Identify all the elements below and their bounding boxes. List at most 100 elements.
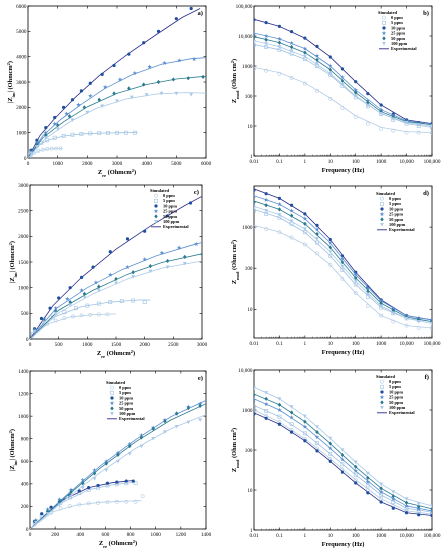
data-point (117, 77, 123, 82)
series-0-ppm (28, 146, 63, 158)
data-point (96, 500, 100, 505)
legend-entry: 10 ppm (119, 395, 133, 400)
data-point (277, 24, 282, 28)
data-point (340, 78, 345, 83)
data-point (127, 441, 133, 446)
data-point (430, 506, 432, 511)
y-tick-label: 600 (21, 459, 29, 465)
x-tick-label: 1000 (52, 161, 63, 167)
y-tick-label: 0 (24, 156, 27, 162)
x-tick-label: 500 (55, 342, 63, 348)
legend-marker (382, 36, 386, 41)
experimental-line (30, 313, 117, 339)
x-tick-label: 1 (304, 341, 307, 347)
data-point (53, 115, 57, 120)
data-point (112, 91, 116, 96)
y-tick-label: 100 (245, 448, 253, 454)
data-point (80, 477, 86, 482)
data-point (148, 269, 153, 274)
x-tick-label: 800 (127, 532, 135, 538)
data-point (328, 55, 332, 59)
data-point (92, 467, 97, 473)
data-point (133, 499, 138, 504)
data-point (254, 31, 257, 36)
series-0-ppm (254, 66, 432, 135)
data-point (328, 441, 333, 446)
data-point (64, 111, 69, 116)
y-tick-label: 2500 (18, 208, 29, 214)
data-point (289, 219, 294, 224)
data-point (315, 425, 319, 429)
series-100-ppm (30, 414, 206, 529)
x-tick-label: 5000 (171, 161, 182, 167)
series-50-ppm (30, 252, 202, 339)
y-tick-label: 10 (247, 124, 253, 130)
series-25-ppm (254, 397, 432, 513)
data-point (127, 52, 131, 56)
data-point (52, 121, 57, 126)
series-0-ppm (254, 225, 432, 330)
data-point (314, 434, 320, 440)
legend-entry: 25 ppm (391, 31, 405, 36)
data-point (142, 300, 147, 304)
y-tick-label: 4000 (16, 54, 27, 60)
data-point (140, 494, 145, 499)
y-tick-label: 100 (245, 94, 253, 100)
series-5-ppm (254, 404, 432, 515)
data-point (45, 506, 50, 512)
data-point (416, 504, 421, 509)
legend-marker (154, 193, 158, 198)
data-point (404, 503, 409, 508)
data-point (49, 146, 54, 151)
data-point (97, 131, 102, 136)
data-point (353, 279, 358, 284)
data-point (340, 82, 345, 87)
legend-entry: 50 ppm (163, 214, 177, 219)
x-tick-label: 10 (328, 159, 334, 165)
data-point (263, 401, 269, 407)
data-point (34, 140, 40, 145)
data-point (340, 260, 345, 265)
data-point (340, 452, 345, 458)
data-point (430, 504, 432, 508)
panel-label: f) (425, 374, 429, 381)
x-axis-label: Zre (Ohmcm2) (97, 349, 135, 359)
legend-entry: Experimental (389, 410, 415, 415)
x-tick-label: 10 (328, 533, 334, 539)
data-point (378, 298, 384, 303)
data-point (82, 291, 87, 296)
data-point (100, 72, 104, 76)
plot-area (30, 400, 206, 529)
data-point (353, 472, 358, 477)
data-point (328, 263, 333, 267)
panel-label: e) (198, 375, 203, 382)
data-point (264, 203, 268, 208)
data-point (58, 506, 63, 511)
legend-entry: 10 ppm (389, 206, 403, 211)
plot-area (254, 18, 432, 135)
data-point (430, 513, 432, 518)
data-point (36, 149, 41, 153)
experimental-line (254, 405, 432, 513)
plot-area (28, 6, 206, 158)
data-point (105, 500, 110, 505)
x-tick-label: 2000 (82, 161, 93, 167)
legend-marker (380, 406, 384, 410)
y-axis-label: Zmod (Ohm cm2) (230, 240, 240, 284)
data-point (289, 49, 294, 53)
x-tick-label: 0.1 (276, 533, 283, 539)
data-point (125, 264, 130, 270)
data-point (43, 136, 48, 140)
x-tick-label: 1000 (376, 159, 387, 165)
data-point (174, 411, 179, 416)
data-point (52, 135, 57, 140)
data-point (58, 146, 63, 151)
legend-entry: 50 ppm (389, 217, 403, 222)
plot-area (254, 386, 432, 518)
data-point (264, 396, 268, 401)
data-point (79, 313, 84, 318)
legend-entry: 25 ppm (163, 209, 177, 214)
series-25-ppm (30, 400, 206, 529)
data-point (182, 261, 187, 266)
legend-entry: 5 ppm (391, 20, 403, 25)
